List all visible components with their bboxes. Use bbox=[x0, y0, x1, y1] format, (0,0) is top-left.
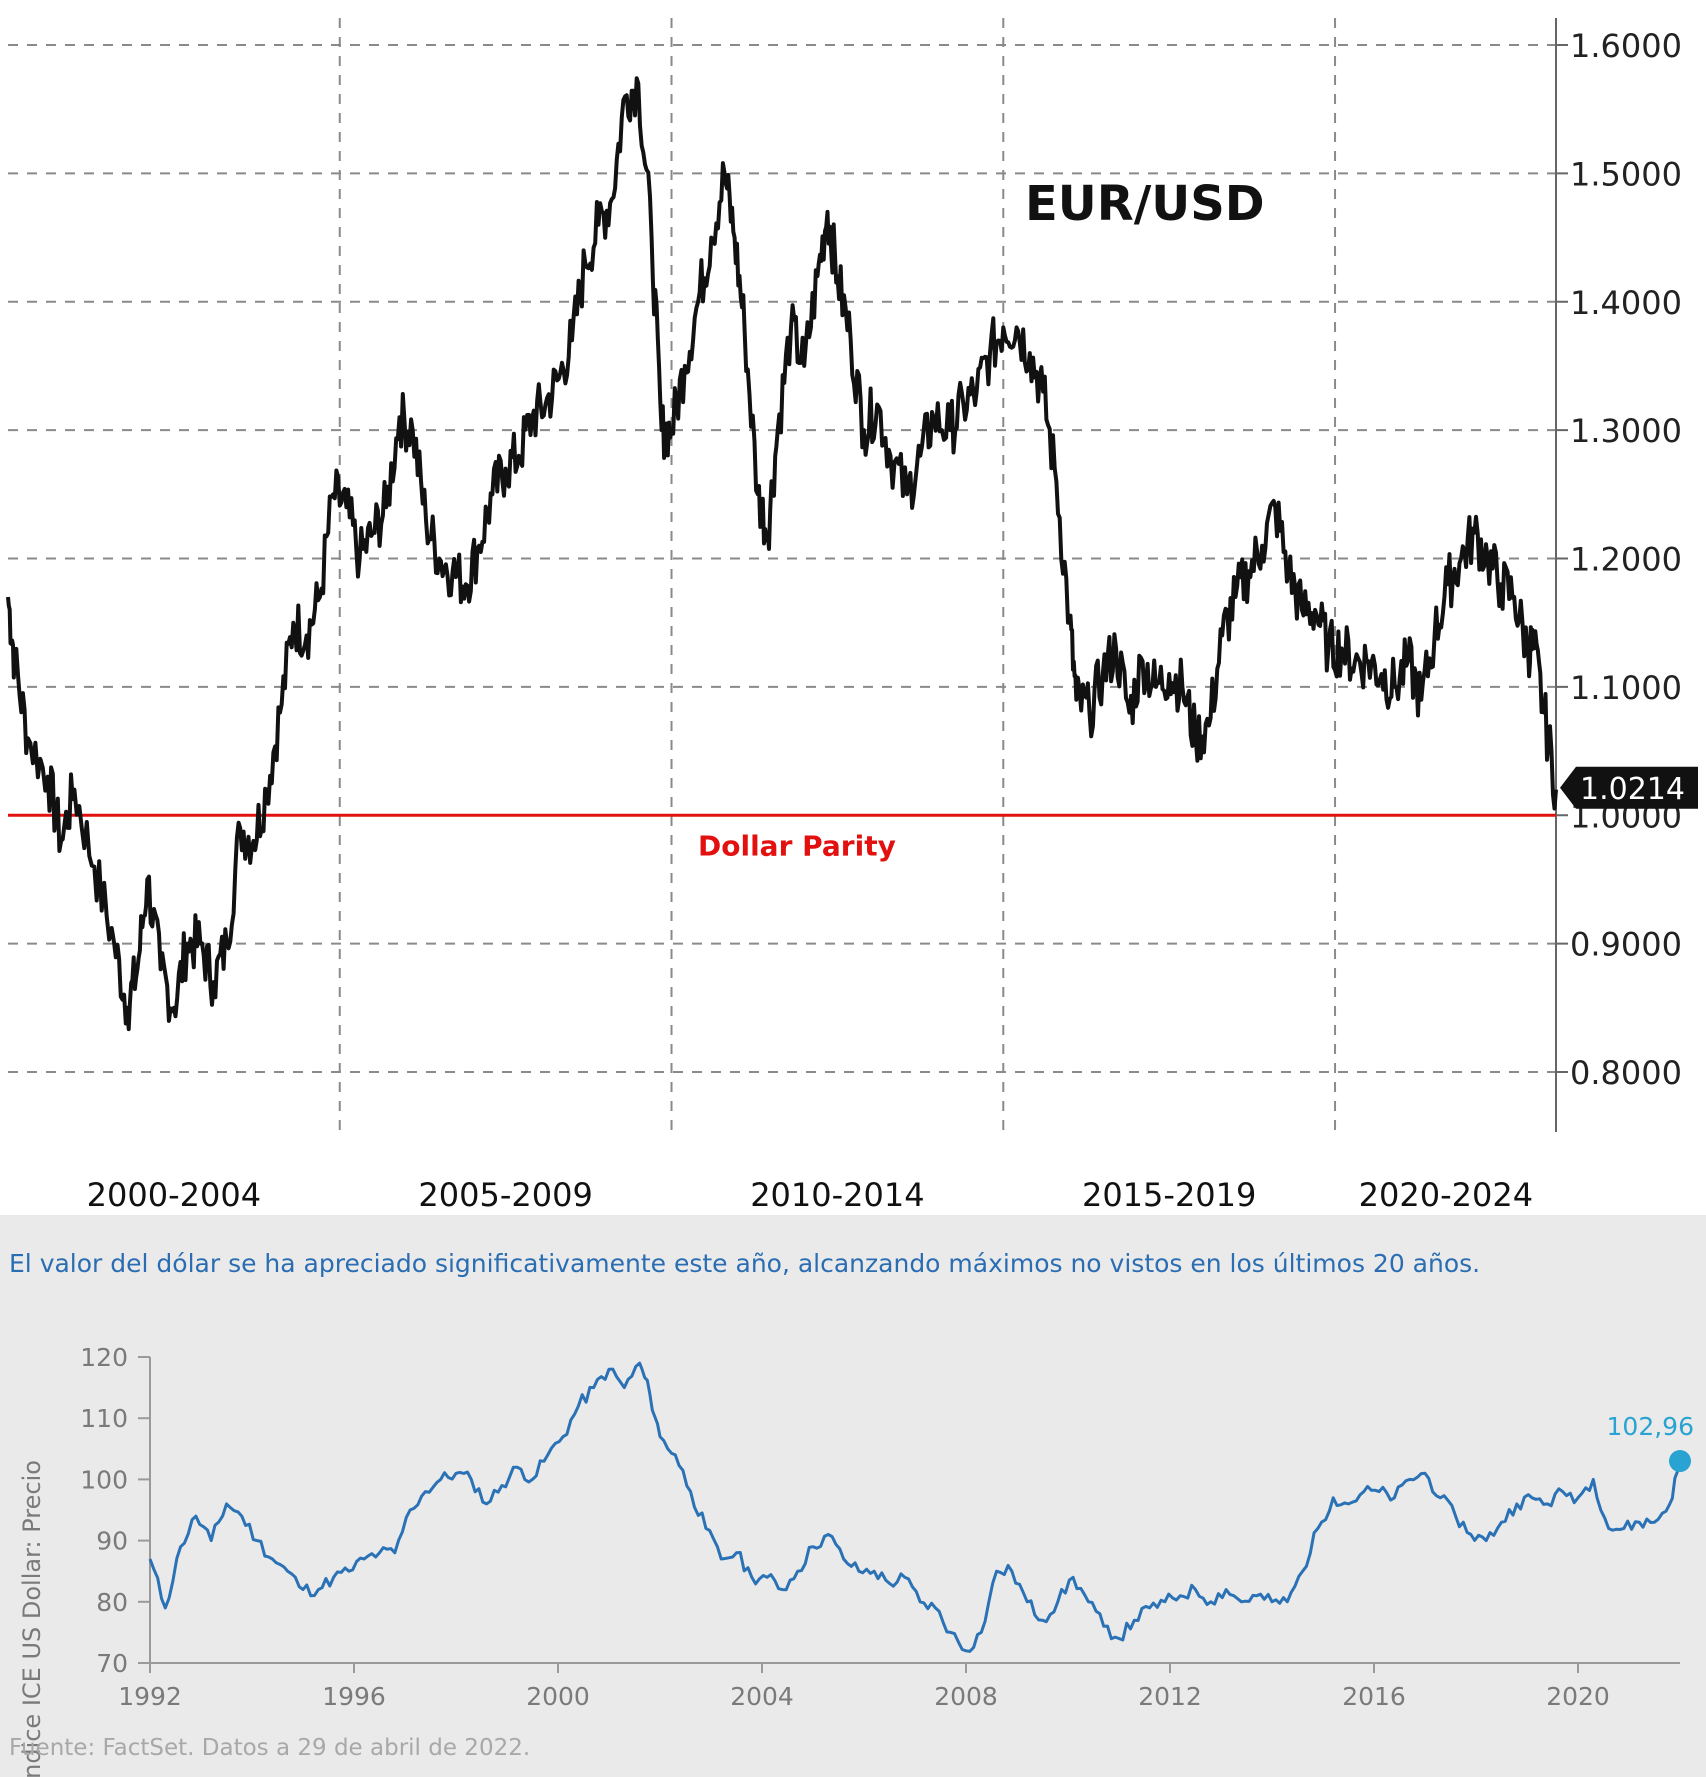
eurusd-y-ticks: 1.60001.50001.40001.30001.20001.10001.00… bbox=[1556, 27, 1682, 1092]
dollar-index-subtitle: El valor del dólar se ha apreciado signi… bbox=[9, 1249, 1481, 1278]
dollar-index-y-tick-label: 100 bbox=[80, 1465, 128, 1494]
eurusd-y-tick-label: 1.4000 bbox=[1570, 284, 1682, 322]
dollar-index-y-tick-label: 90 bbox=[96, 1527, 128, 1556]
eurusd-y-tick-label: 0.8000 bbox=[1570, 1054, 1682, 1092]
eurusd-period-labels: 2000-2004 2005-2009 2010-2014 2015-2019 2020… bbox=[87, 1176, 1533, 1214]
dollar-index-y-tick-label: 80 bbox=[96, 1588, 128, 1617]
last-value-callout-box bbox=[1560, 766, 1698, 809]
last-value-callout: 1.0214 bbox=[1560, 766, 1698, 809]
dollar-index-last-value-label: 102,96 bbox=[1607, 1412, 1694, 1441]
eurusd-gridlines bbox=[8, 44, 1556, 1073]
dollar-index-x-tick-label: 2012 bbox=[1138, 1682, 1202, 1711]
eurusd-y-tick-label: 0.9000 bbox=[1570, 926, 1682, 964]
dollar-index-y-tick-label: 70 bbox=[96, 1649, 128, 1678]
dollar-index-x-ticks: 1992 1996 2000 2004 2008 2012 2016 2020 bbox=[118, 1663, 1610, 1711]
dollar-index-x-tick-label: 1996 bbox=[322, 1682, 386, 1711]
dollar-index-y-tick-label: 120 bbox=[80, 1343, 128, 1372]
dollar-index-x-tick-label: 2016 bbox=[1342, 1682, 1406, 1711]
eurusd-period-dividers bbox=[338, 18, 1337, 1132]
eurusd-period-label: 2015-2019 bbox=[1082, 1176, 1256, 1214]
source-footnote: Fuente: FactSet. Datos a 29 de abril de … bbox=[9, 1735, 531, 1761]
dollar-index-x-tick-label: 1992 bbox=[118, 1682, 182, 1711]
dollar-index-y-ticks: 120 110 100 90 80 70 bbox=[80, 1343, 150, 1678]
dollar-index-last-point bbox=[1669, 1450, 1691, 1473]
eurusd-period-label: 2010-2014 bbox=[750, 1176, 924, 1214]
eurusd-y-tick-label: 1.6000 bbox=[1570, 27, 1682, 65]
eurusd-title: EUR/USD bbox=[1025, 176, 1265, 232]
eurusd-chart: 1.60001.50001.40001.30001.20001.10001.00… bbox=[6, 18, 1698, 1214]
eurusd-period-label: 2020-2024 bbox=[1359, 1176, 1533, 1214]
eurusd-period-label: 2000-2004 bbox=[87, 1176, 261, 1214]
dollar-index-y-tick-label: 110 bbox=[80, 1404, 128, 1433]
dollar-index-y-axis-label: Índice ICE US Dollar: Precio bbox=[17, 1460, 46, 1777]
dollar-index-series-line bbox=[148, 1361, 1682, 1653]
eurusd-period-label: 2005-2009 bbox=[418, 1176, 592, 1214]
last-value-label: 1.0214 bbox=[1580, 772, 1685, 807]
dollar-index-x-tick-label: 2000 bbox=[526, 1682, 590, 1711]
eurusd-series-line bbox=[6, 76, 1558, 1032]
eurusd-y-tick-label: 1.5000 bbox=[1570, 155, 1682, 193]
eurusd-y-tick-label: 1.1000 bbox=[1570, 669, 1682, 707]
dollar-index-chart: Índice ICE US Dollar: Precio 120 110 100 90… bbox=[17, 1343, 1694, 1777]
dollar-index-x-tick-label: 2004 bbox=[730, 1682, 794, 1711]
dollar-index-x-tick-label: 2008 bbox=[934, 1682, 998, 1711]
dollar-parity-label: Dollar Parity bbox=[698, 829, 896, 862]
dollar-index-panel: El valor del dólar se ha apreciado signi… bbox=[0, 1215, 1706, 1777]
eurusd-y-tick-label: 1.3000 bbox=[1570, 412, 1682, 450]
dollar-index-x-tick-label: 2020 bbox=[1546, 1682, 1610, 1711]
eurusd-y-tick-label: 1.2000 bbox=[1570, 541, 1682, 579]
